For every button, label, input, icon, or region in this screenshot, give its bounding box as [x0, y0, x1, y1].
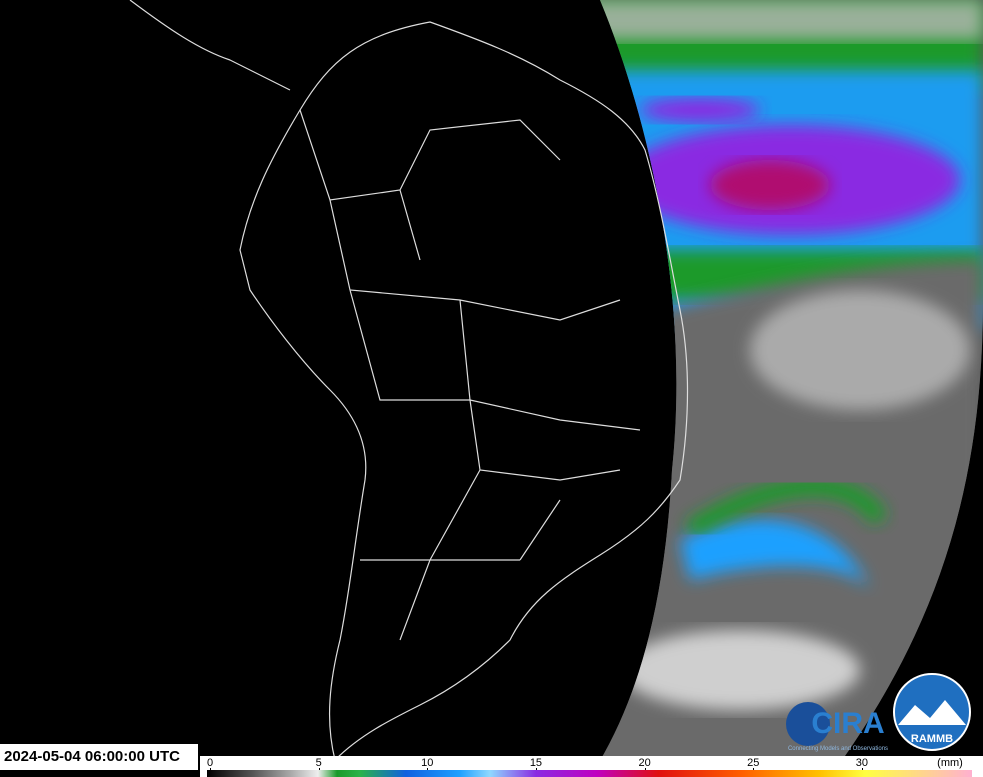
colorbar-tick-label: 20: [638, 757, 651, 769]
cira-tagline: Connecting Models and Observations: [788, 746, 888, 752]
colorbar-tick-label: 5: [315, 757, 322, 769]
colorbar-tick: [535, 768, 537, 770]
colorbar-tick: [210, 768, 211, 770]
colorbar-tick-label: 30: [855, 757, 869, 769]
colorbar: [207, 770, 972, 777]
colorbar-tick: [427, 768, 429, 770]
colorbar-tick: [753, 768, 755, 770]
colorbar-tick-label: 15: [529, 757, 543, 769]
colorbar-tick: [861, 768, 863, 770]
colorbar-tick-label: 25: [747, 757, 760, 769]
colorbar-tick: [644, 768, 646, 770]
logos: CIRA Connecting Models and Observations …: [786, 673, 971, 752]
colorbar-unit: (mm): [937, 757, 963, 769]
colorbar-tick-label: 10: [421, 757, 434, 769]
country-borders: [129, 0, 689, 762]
rammb-logo: RAMMB: [911, 733, 953, 745]
colorbar-tick: [318, 768, 320, 770]
cira-logo: CIRA: [811, 707, 884, 740]
timestamp: 2024-05-04 06:00:00 UTC: [0, 744, 198, 770]
precipitable-water-field: [590, 0, 983, 777]
colorbar-tick-label: 0: [206, 757, 214, 769]
